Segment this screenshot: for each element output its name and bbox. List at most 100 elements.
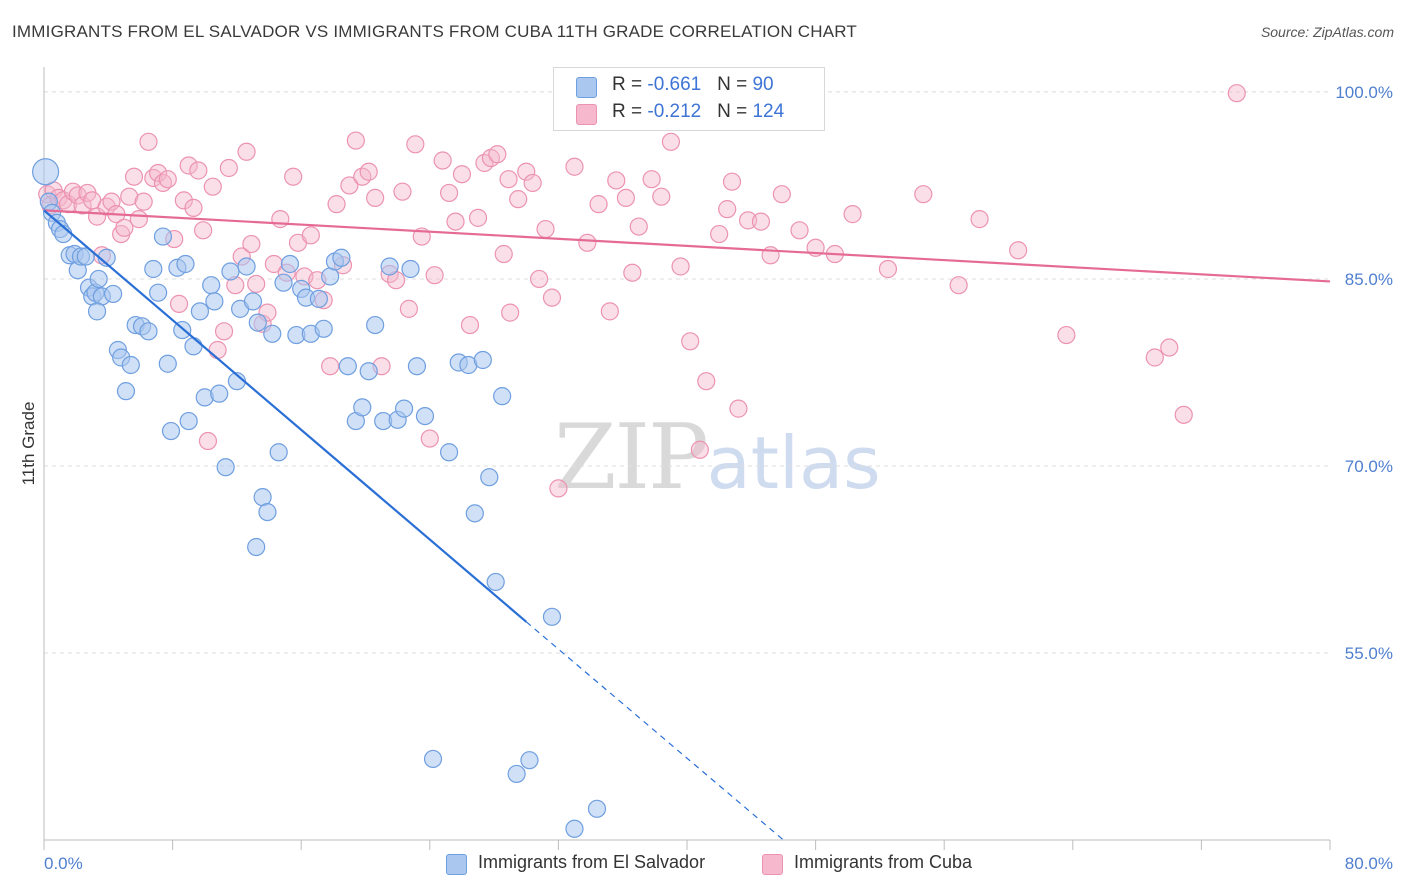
data-point-el-salvador: [394, 399, 414, 418]
watermark: ZIPatlas: [554, 405, 881, 510]
data-point-cuba: [1009, 241, 1028, 260]
data-point-cuba: [399, 299, 419, 318]
data-point-el-salvador: [144, 259, 163, 279]
data-point-cuba: [327, 195, 346, 214]
series-cuba-points: [38, 84, 1246, 498]
data-point-el-salvador: [274, 273, 293, 292]
data-point-el-salvador: [161, 421, 181, 441]
data-point-el-salvador: [104, 284, 123, 304]
data-point-cuba: [184, 198, 203, 217]
data-point-el-salvador: [216, 458, 235, 477]
trend-line-el-salvador-extension: [525, 621, 784, 841]
data-point-cuba: [523, 173, 542, 193]
data-point-cuba: [1057, 325, 1076, 345]
data-point-el-salvador: [423, 749, 443, 769]
data-point-cuba: [149, 163, 168, 183]
data-point-cuba: [710, 224, 729, 244]
correlation-legend: R = -0.661 N = 90 R = -0.212 N = 124: [553, 67, 825, 131]
data-point-cuba: [433, 151, 452, 170]
data-point-el-salvador: [149, 283, 168, 302]
data-point-el-salvador: [493, 387, 512, 406]
data-point-cuba: [790, 221, 809, 240]
legend-label-el-salvador: Immigrants from El Salvador: [478, 852, 706, 872]
data-point-cuba: [517, 162, 536, 181]
data-point-el-salvador: [401, 259, 420, 279]
data-point-cuba: [843, 205, 862, 224]
data-point-cuba: [144, 168, 163, 188]
trend-line-el-salvador: [43, 209, 527, 623]
tick-labels: 55.0% 70.0% 85.0% 100.0% 0.0% 80.0% 11th Grade: [19, 83, 1393, 873]
data-point-el-salvador: [158, 354, 177, 373]
data-point-el-salvador: [359, 362, 378, 381]
data-point-el-salvador: [247, 537, 266, 557]
data-point-el-salvador: [153, 227, 173, 246]
data-point-cuba: [536, 219, 555, 239]
data-point-cuba: [1145, 348, 1164, 367]
r-label: R =: [612, 74, 648, 95]
data-point-cuba: [120, 187, 139, 206]
r-label: R =: [612, 101, 648, 122]
data-point-cuba: [690, 440, 709, 459]
data-point-el-salvador: [258, 502, 277, 522]
data-point-cuba: [1160, 338, 1179, 357]
data-point-el-salvador: [480, 468, 499, 487]
data-point-cuba: [542, 288, 562, 307]
y-axis-title: 11th Grade: [19, 402, 38, 486]
data-point-cuba: [729, 399, 748, 418]
data-point-cuba: [509, 190, 528, 209]
data-point-cuba: [751, 212, 771, 231]
data-point-el-salvador: [439, 443, 459, 462]
data-point-cuba: [661, 132, 681, 151]
legend-swatch-el-salvador: [446, 854, 467, 875]
data-point-cuba: [271, 210, 290, 229]
data-point-cuba: [214, 322, 234, 341]
r-value: -0.661: [647, 74, 702, 95]
watermark-atlas: atlas: [706, 421, 881, 505]
data-point-cuba: [578, 233, 597, 252]
data-point-cuba: [452, 165, 472, 184]
data-point-cuba: [340, 176, 359, 195]
data-point-el-salvador: [587, 799, 607, 818]
data-point-cuba: [139, 132, 158, 151]
n-value: 124: [752, 101, 785, 122]
data-point-cuba: [718, 200, 737, 219]
data-point-cuba: [406, 135, 425, 154]
data-point-el-salvador: [565, 819, 584, 838]
data-point-el-salvador: [248, 313, 267, 332]
data-point-cuba: [722, 172, 742, 191]
legend-swatch-cuba: [762, 854, 783, 875]
y-tick-label: 100.0%: [1335, 83, 1393, 102]
data-point-cuba: [642, 170, 661, 189]
data-point-el-salvador: [116, 382, 136, 401]
data-point-cuba: [623, 263, 642, 282]
data-point-cuba: [629, 217, 648, 236]
data-point-cuba: [949, 276, 968, 295]
data-point-cuba: [681, 332, 700, 351]
data-point-cuba: [565, 157, 584, 176]
y-tick-label: 70.0%: [1345, 457, 1393, 476]
data-point-el-salvador: [465, 504, 484, 523]
trend-line-cuba: [43, 209, 1331, 283]
data-point-el-salvador: [243, 292, 263, 311]
trend-lines: [43, 209, 1331, 841]
data-point-cuba: [600, 302, 619, 321]
data-point-cuba: [393, 182, 412, 201]
data-point-el-salvador: [87, 302, 107, 321]
data-point-cuba: [301, 226, 320, 245]
data-point-cuba: [158, 170, 177, 189]
data-point-cuba: [494, 244, 513, 264]
data-point-cuba: [203, 177, 222, 196]
data-point-cuba: [589, 195, 608, 214]
data-point-cuba: [970, 210, 989, 229]
data-point-el-salvador: [269, 443, 288, 462]
data-point-el-salvador: [121, 355, 140, 375]
data-point-el-salvador: [184, 337, 203, 356]
data-point-cuba: [425, 266, 444, 285]
data-point-cuba: [499, 170, 518, 189]
legend-label-cuba: Immigrants from Cuba: [794, 852, 973, 872]
data-point-el-salvador: [542, 607, 562, 626]
data-point-el-salvador: [190, 302, 210, 321]
data-point-cuba: [1174, 405, 1193, 424]
data-point-el-salvador: [314, 319, 333, 338]
